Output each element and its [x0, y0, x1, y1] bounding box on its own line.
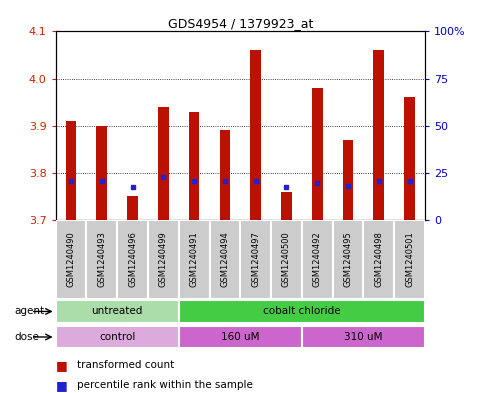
Text: GSM1240492: GSM1240492 — [313, 231, 322, 287]
Text: GSM1240495: GSM1240495 — [343, 231, 353, 287]
Text: cobalt chloride: cobalt chloride — [263, 307, 341, 316]
Text: GSM1240494: GSM1240494 — [220, 231, 229, 287]
Text: agent: agent — [14, 307, 44, 316]
Text: 310 uM: 310 uM — [344, 332, 383, 342]
Bar — [56, 300, 179, 323]
Bar — [394, 220, 425, 299]
Bar — [373, 50, 384, 220]
Text: untreated: untreated — [91, 307, 143, 316]
Title: GDS4954 / 1379923_at: GDS4954 / 1379923_at — [168, 17, 313, 30]
Bar — [271, 220, 302, 299]
Bar — [364, 220, 394, 299]
Text: GSM1240501: GSM1240501 — [405, 231, 414, 287]
Bar — [117, 220, 148, 299]
Text: dose: dose — [14, 332, 40, 342]
Bar — [210, 220, 240, 299]
Bar — [158, 107, 169, 220]
Bar — [312, 88, 323, 220]
Text: GSM1240497: GSM1240497 — [251, 231, 260, 287]
Bar — [56, 325, 179, 349]
Text: GSM1240500: GSM1240500 — [282, 231, 291, 287]
Bar — [86, 220, 117, 299]
Bar — [250, 50, 261, 220]
Bar — [404, 97, 415, 220]
Bar — [127, 196, 138, 220]
Bar — [148, 220, 179, 299]
Text: GSM1240490: GSM1240490 — [67, 231, 75, 287]
Text: GSM1240496: GSM1240496 — [128, 231, 137, 287]
Text: GSM1240491: GSM1240491 — [190, 231, 199, 287]
Text: GSM1240499: GSM1240499 — [159, 231, 168, 287]
Bar — [219, 130, 230, 220]
Bar — [56, 220, 86, 299]
Bar — [179, 300, 425, 323]
Text: ■: ■ — [56, 378, 67, 392]
Text: transformed count: transformed count — [77, 360, 174, 371]
Bar — [240, 220, 271, 299]
Bar — [189, 112, 199, 220]
Text: 160 uM: 160 uM — [221, 332, 259, 342]
Text: GSM1240498: GSM1240498 — [374, 231, 384, 287]
Bar — [66, 121, 76, 220]
Text: control: control — [99, 332, 135, 342]
Text: percentile rank within the sample: percentile rank within the sample — [77, 380, 253, 390]
Text: GSM1240493: GSM1240493 — [97, 231, 106, 287]
Bar — [333, 220, 364, 299]
Bar — [179, 325, 302, 349]
Bar — [281, 192, 292, 220]
Text: ■: ■ — [56, 359, 67, 372]
Bar — [96, 126, 107, 220]
Bar — [179, 220, 210, 299]
Bar — [302, 325, 425, 349]
Bar — [302, 220, 333, 299]
Bar — [342, 140, 354, 220]
